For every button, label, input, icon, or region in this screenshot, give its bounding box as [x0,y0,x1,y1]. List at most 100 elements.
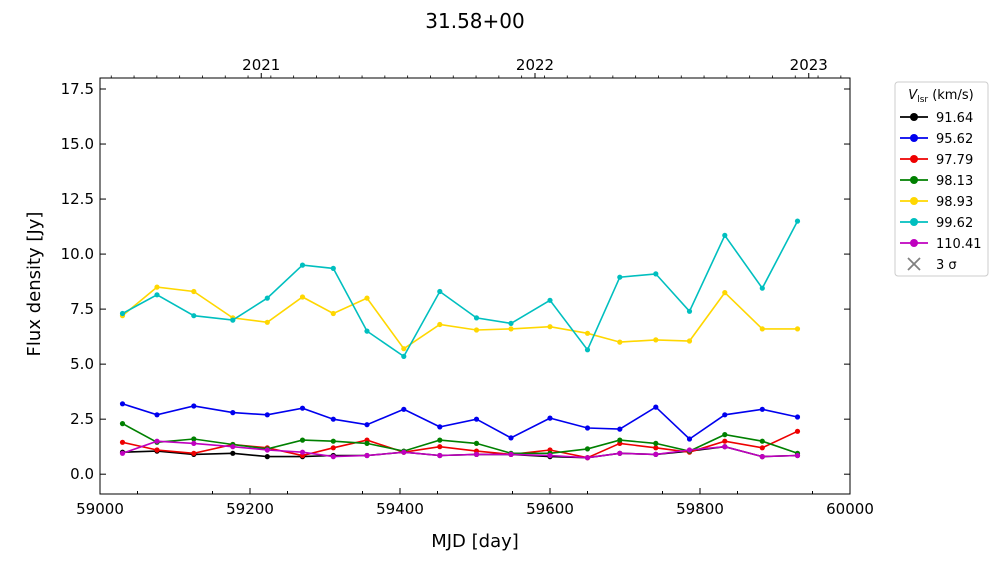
series-110.41 [119,438,801,461]
data-point [330,310,336,317]
data-point [437,288,443,295]
legend-items: 91.64 95.62 97.79 98.13 98.93 99.62 110.41 3 σ [900,111,982,273]
data-point [264,295,270,301]
data-point [722,290,728,296]
legend-label: 3 σ [936,258,957,273]
data-point [154,412,160,418]
y-axis-label: Flux density [Jy] [24,212,45,357]
data-point [154,447,160,453]
plot-background [100,78,850,494]
legend-title-main: V [908,88,918,103]
data-point [653,445,659,451]
data-point [794,218,801,224]
data-point [584,455,591,461]
x-tick-label: 59000 [76,500,124,518]
data-point [686,308,693,314]
series-line [122,220,799,358]
legend-item-110.41: 110.41 [900,237,982,252]
data-point [264,412,270,418]
data-point [547,452,553,459]
data-point [722,412,728,418]
data-point [119,421,126,427]
legend-label: 98.13 [936,174,973,189]
data-point [364,422,370,428]
series-line [122,403,798,441]
data-point [759,454,765,460]
data-point [299,437,306,443]
legend-frame [894,81,989,277]
axes-layer: 59000 59200 59400 59600 59800 60000 0.0 2.5 5.0 7… [61,56,874,518]
data-point [617,426,623,432]
series-99.62 [119,218,801,359]
legend-label: 97.79 [936,153,973,168]
data-point [401,449,407,455]
data-point [191,403,197,409]
data-point [584,330,591,336]
x-tick-label: 59400 [376,500,424,518]
data-point [653,404,659,410]
data-point [759,406,765,412]
data-point [686,447,693,453]
legend-item-upper-limit: 3 σ [907,257,957,273]
data-point [330,445,336,451]
data-point [264,447,270,453]
data-point [547,324,553,330]
legend-label: 99.62 [936,216,973,231]
data-point [119,310,126,317]
y-tick-label: 12.5 [61,190,94,208]
legend-title: Vlsr (km/s) [908,88,973,105]
legend-item-91.64: 91.64 [900,111,973,126]
y-tick-label: 2.5 [70,410,94,428]
data-point [794,428,801,434]
data-point [584,425,591,431]
data-point [508,320,514,326]
data-point [617,339,623,345]
data-point [299,294,306,300]
data-point [191,450,197,456]
data-point [437,321,443,328]
data-point [794,414,801,420]
data-point [653,440,659,446]
data-point [722,432,728,438]
top-axis-label: 2023 [790,56,828,74]
data-point [154,438,160,444]
data-point [653,337,659,343]
data-point [154,284,160,290]
data-point [330,265,336,271]
data-point [722,438,728,444]
legend-item-97.79: 97.79 [900,153,973,168]
legend-label: 95.62 [936,132,973,147]
data-point [686,338,693,344]
data-point [264,454,270,460]
x-tick-label: 59600 [526,500,574,518]
legend-label: 98.93 [936,195,973,210]
data-point [584,446,591,452]
series-line [122,440,798,459]
data-point [191,440,197,446]
top-axis-label: 2021 [242,56,280,74]
data-point [230,410,236,416]
x-axis-label: MJD [day] [431,531,519,552]
data-point [119,450,126,456]
legend-marker [910,197,918,205]
data-point [330,438,336,444]
legend-marker [910,176,918,184]
data-point [191,436,197,442]
data-point [473,327,480,333]
y-tick-label: 5.0 [70,355,94,373]
data-point [364,440,370,446]
data-point [401,353,407,359]
data-point [364,452,370,459]
legend-item-98.13: 98.13 [900,174,973,189]
legend-marker [910,155,918,163]
legend-label: 110.41 [936,237,982,252]
legend: Vlsr (km/s) 91.64 95.62 97.79 98.13 98.93 99.… [894,81,989,277]
legend-item-98.93: 98.93 [900,195,973,210]
data-point [722,232,728,238]
data-point [191,288,197,295]
data-point [686,436,693,442]
data-point [508,451,514,457]
data-point [547,415,553,421]
data-point [508,435,514,441]
